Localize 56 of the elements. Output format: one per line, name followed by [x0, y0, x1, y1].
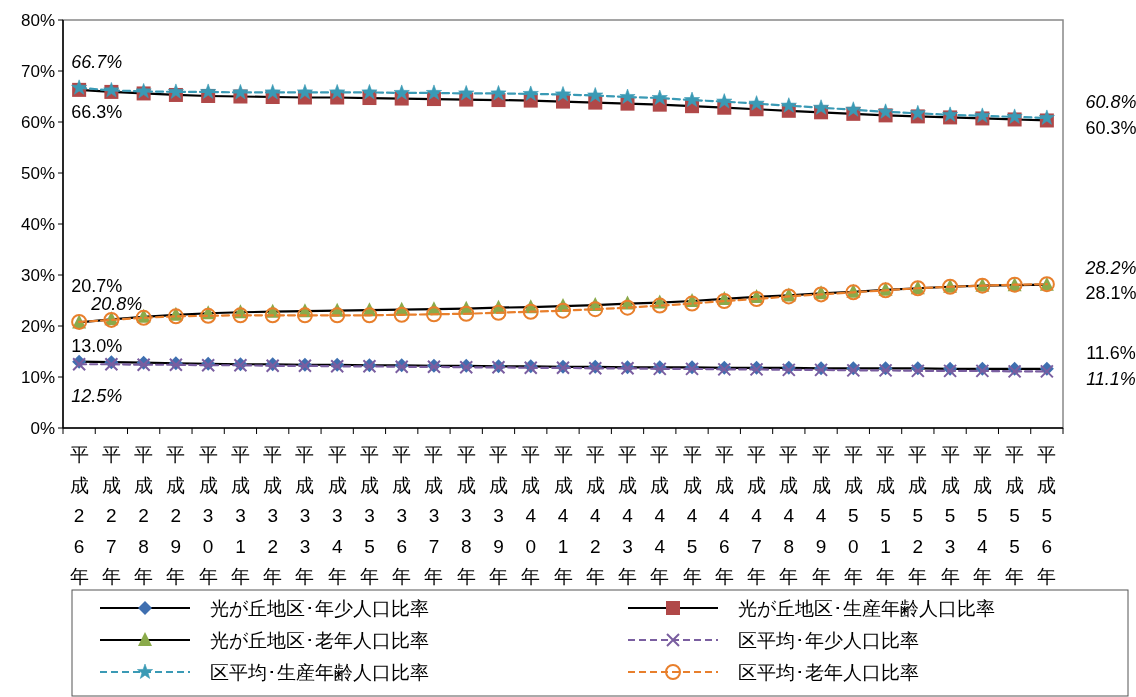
x-tick-label: 平成44年 — [650, 444, 670, 587]
y-tick-label: 60% — [20, 113, 55, 132]
y-tick-label: 20% — [20, 317, 55, 336]
x-tick-label: 平成42年 — [585, 444, 605, 587]
legend-label: 光が丘地区･年少人口比率 — [210, 598, 429, 619]
y-tick-label: 50% — [20, 164, 55, 183]
x-tick-label: 平成39年 — [488, 444, 508, 587]
x-tick-label: 平成26年 — [69, 444, 89, 587]
legend-label: 光が丘地区･生産年齢人口比率 — [738, 598, 995, 619]
data-label: 13.0% — [71, 335, 123, 356]
x-tick-label: 平成40年 — [521, 444, 541, 587]
y-tick-label: 10% — [20, 368, 55, 387]
x-tick-label: 平成46年 — [714, 444, 734, 587]
x-tick-label: 平成47年 — [747, 444, 767, 587]
data-label: 28.2% — [1084, 258, 1136, 279]
x-tick-label: 平成53年 — [940, 444, 960, 587]
x-tick-label: 平成56年 — [1037, 444, 1057, 587]
legend-label: 区平均･生産年齢人口比率 — [210, 662, 429, 683]
x-tick-label: 平成52年 — [908, 444, 928, 587]
data-label: 12.5% — [71, 386, 123, 407]
x-tick-label: 平成36年 — [392, 444, 412, 587]
legend-label: 区平均･年少人口比率 — [738, 630, 919, 651]
legend-label: 光が丘地区･老年人口比率 — [210, 630, 429, 651]
data-label: 60.8% — [1085, 91, 1136, 112]
x-tick-label: 平成35年 — [359, 444, 379, 587]
x-tick-label: 平成37年 — [424, 444, 444, 587]
data-label: 66.7% — [71, 51, 123, 72]
x-tick-label: 平成55年 — [1005, 444, 1025, 587]
y-tick-label: 80% — [20, 11, 55, 30]
legend-label: 区平均･老年人口比率 — [738, 662, 919, 683]
x-tick-label: 平成49年 — [811, 444, 831, 587]
data-label: 28.1% — [1085, 282, 1136, 303]
x-tick-label: 平成51年 — [876, 444, 896, 587]
x-tick-label: 平成54年 — [972, 444, 992, 587]
x-tick-label: 平成43年 — [618, 444, 638, 587]
x-tick-label: 平成29年 — [166, 444, 186, 587]
x-tick-label: 平成27年 — [101, 444, 121, 587]
x-tick-label: 平成50年 — [843, 444, 863, 587]
data-label: 66.3% — [71, 101, 123, 122]
x-tick-label: 平成28年 — [134, 444, 154, 587]
x-tick-label: 平成34年 — [327, 444, 347, 587]
x-tick-label: 平成30年 — [198, 444, 218, 587]
x-tick-label: 平成31年 — [230, 444, 250, 587]
y-tick-label: 70% — [20, 62, 55, 81]
data-label: 11.6% — [1086, 342, 1136, 363]
x-tick-label: 平成32年 — [263, 444, 283, 587]
x-tick-label: 平成33年 — [295, 444, 315, 587]
y-tick-label: 40% — [20, 215, 55, 234]
x-tick-label: 平成45年 — [682, 444, 702, 587]
y-tick-label: 0% — [30, 419, 55, 438]
data-label: 60.3% — [1085, 118, 1136, 139]
x-tick-label: 平成38年 — [456, 444, 476, 587]
y-tick-label: 30% — [20, 266, 55, 285]
data-label: 11.1% — [1086, 369, 1136, 390]
x-tick-label: 平成48年 — [779, 444, 799, 587]
x-tick-label: 平成41年 — [553, 444, 573, 587]
